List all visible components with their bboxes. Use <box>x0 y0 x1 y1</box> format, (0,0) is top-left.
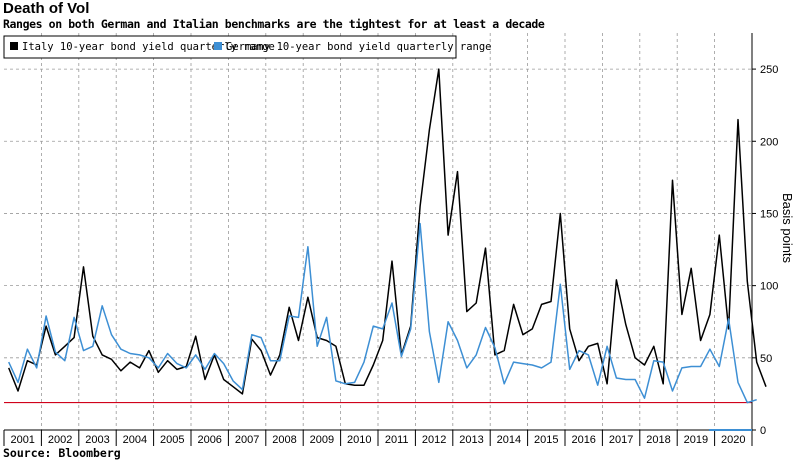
chart-subtitle: Ranges on both German and Italian benchm… <box>3 17 545 31</box>
x-tick-label: 2010 <box>347 434 371 446</box>
chart-title: Death of Vol <box>3 0 90 17</box>
x-tick-label: 2011 <box>385 434 409 446</box>
x-tick-label: 2008 <box>272 434 296 446</box>
x-tick-label: 2009 <box>310 434 334 446</box>
x-tick-label: 2017 <box>609 434 633 446</box>
x-tick-label: 2007 <box>235 434 259 446</box>
x-tick-label: 2004 <box>123 434 147 446</box>
x-tick-label: 2005 <box>160 434 184 446</box>
legend-swatch-italy <box>10 42 18 50</box>
x-tick-label: 2016 <box>571 434 595 446</box>
x-tick-label: 2013 <box>459 434 483 446</box>
y-tick-label: 50 <box>760 353 772 365</box>
series-lines <box>8 68 767 431</box>
x-tick-label: 2006 <box>197 434 221 446</box>
x-tick-label: 2003 <box>85 434 109 446</box>
x-tick-label: 2020 <box>721 434 745 446</box>
y-tick-label: 200 <box>760 136 778 148</box>
x-tick-label: 2018 <box>646 434 670 446</box>
legend-swatch-germany <box>214 42 222 50</box>
x-tick-label: 2002 <box>48 434 72 446</box>
y-tick-label: 100 <box>760 281 778 293</box>
x-tick-label: 2001 <box>10 434 34 446</box>
legend: Italy 10-year bond yield quarterly range… <box>3 35 492 59</box>
y-axis-title: Basis points <box>780 193 795 264</box>
series-line-germany <box>8 222 757 404</box>
y-tick-label: 250 <box>760 64 778 76</box>
y-tick-label: 150 <box>760 208 778 220</box>
gridlines <box>4 33 752 430</box>
series-line-italy <box>8 68 767 395</box>
legend-label-germany: Germany 10-year bond yield quarterly ran… <box>226 41 492 53</box>
y-tick-label: 0 <box>760 425 766 437</box>
source-note: Source: Bloomberg <box>3 446 121 460</box>
x-tick-label: 2014 <box>497 434 521 446</box>
legend-box <box>3 35 457 59</box>
x-tick-label: 2015 <box>534 434 558 446</box>
legend-label-italy: Italy 10-year bond yield quarterly range <box>22 41 275 53</box>
x-tick-label: 2012 <box>422 434 446 446</box>
axes: 0 50 100 150 200 250 2001 2002 2003 2004 2005 2006 2… <box>3 33 778 446</box>
x-tick-label: 2019 <box>684 434 708 446</box>
